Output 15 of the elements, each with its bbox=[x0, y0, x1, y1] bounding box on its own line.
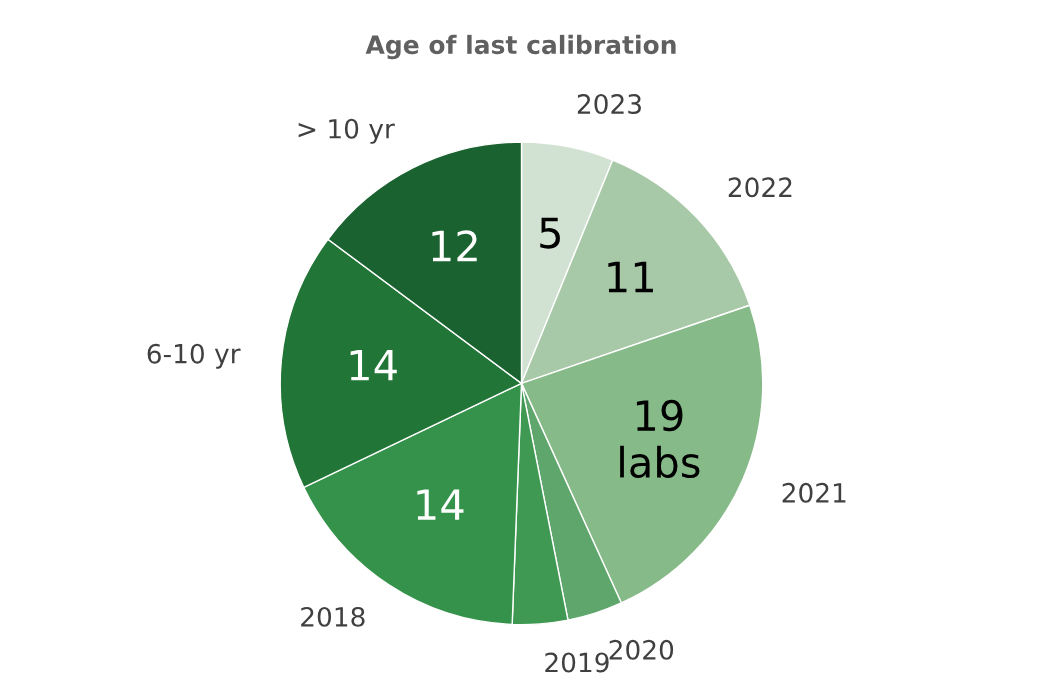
slice-label: 6-10 yr bbox=[147, 343, 241, 369]
data-label: 14 bbox=[350, 349, 397, 381]
slice-label: 2021 bbox=[782, 482, 846, 503]
data-label: 14 bbox=[417, 489, 464, 520]
slice-label: 2018 bbox=[301, 606, 365, 627]
slice-label: > 10 yr bbox=[298, 118, 395, 144]
slice-label: 2019 bbox=[545, 652, 609, 673]
data-label: 5 bbox=[540, 217, 560, 249]
chart-title: Age of last calibration bbox=[365, 34, 676, 60]
data-label: 11 bbox=[608, 261, 653, 293]
slice-label: 2022 bbox=[728, 177, 792, 198]
data-label: 12 bbox=[432, 230, 477, 262]
slice-label: 2020 bbox=[609, 639, 674, 660]
slice-label: 2023 bbox=[577, 94, 641, 115]
data-label: 19 labs bbox=[620, 399, 700, 479]
